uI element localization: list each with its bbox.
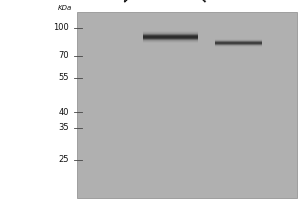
Bar xyxy=(143,40,198,41)
Bar xyxy=(215,42,262,43)
Bar xyxy=(143,34,198,35)
Bar xyxy=(143,33,198,34)
Bar xyxy=(143,35,198,36)
Bar xyxy=(215,45,262,46)
Bar xyxy=(215,41,262,42)
Text: 100: 100 xyxy=(53,23,69,32)
Bar xyxy=(143,32,198,33)
Bar xyxy=(215,39,262,40)
Text: HeLa: HeLa xyxy=(199,0,224,4)
Bar xyxy=(143,31,198,32)
Bar xyxy=(215,40,262,41)
Bar xyxy=(215,44,262,45)
Text: 35: 35 xyxy=(58,123,69,132)
Bar xyxy=(143,41,198,42)
Bar xyxy=(215,43,262,44)
Text: 25: 25 xyxy=(58,156,69,164)
Text: KDa: KDa xyxy=(57,5,72,11)
Text: 40: 40 xyxy=(58,108,69,116)
Text: 293: 293 xyxy=(120,0,139,4)
Bar xyxy=(143,38,198,39)
Bar xyxy=(143,36,198,37)
Bar xyxy=(143,37,198,38)
Bar xyxy=(143,42,198,43)
Bar xyxy=(143,39,198,40)
Text: 55: 55 xyxy=(58,73,69,82)
Text: 70: 70 xyxy=(58,51,69,60)
Bar xyxy=(76,12,297,198)
Bar xyxy=(215,46,262,47)
